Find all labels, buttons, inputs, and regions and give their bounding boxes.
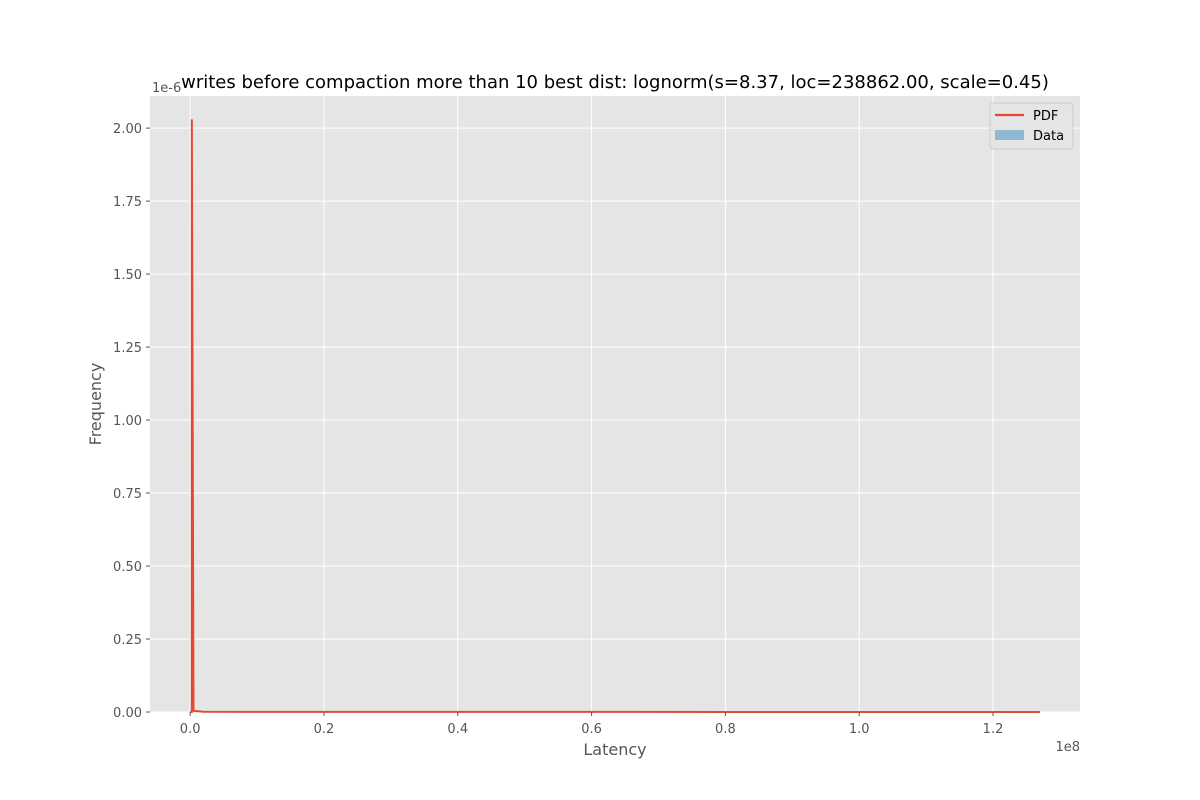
y-tick-label: 0.50 — [113, 560, 142, 575]
plot-area — [150, 96, 1080, 712]
x-offset-label: 1e8 — [1055, 740, 1080, 755]
ticks: 0.0 0.2 0.4 0.6 0.8 1.0 1.2 0.00 0.25 0.50 0.75 1.0… — [113, 122, 1003, 737]
data-layer — [190, 119, 1040, 713]
y-tick-label: 1.25 — [113, 341, 142, 356]
x-tick-label: 0.0 — [180, 722, 201, 737]
y-tick-label: 1.00 — [113, 414, 142, 429]
x-tick-label: 1.2 — [983, 722, 1004, 737]
y-tick-label: 2.00 — [113, 122, 142, 137]
x-axis-label: Latency — [583, 740, 646, 759]
legend: PDF Data — [989, 102, 1074, 150]
legend-data-label: Data — [1033, 129, 1064, 144]
y-axis-label: Frequency — [86, 363, 105, 446]
y-tick-label: 0.00 — [113, 706, 142, 721]
y-tick-label: 0.25 — [113, 633, 142, 648]
y-tick-label: 1.50 — [113, 268, 142, 283]
y-offset-label: 1e-6 — [152, 81, 181, 96]
y-tick-label: 0.75 — [113, 487, 142, 502]
chart-title: writes before compaction more than 10 be… — [181, 72, 1049, 93]
x-tick-label: 0.4 — [447, 722, 468, 737]
y-tick-label: 1.75 — [113, 195, 142, 210]
x-tick-label: 1.0 — [849, 722, 870, 737]
legend-pdf-label: PDF — [1033, 109, 1058, 124]
pdf-line — [190, 119, 1040, 713]
legend-data-swatch — [995, 130, 1024, 140]
x-tick-label: 0.8 — [715, 722, 736, 737]
x-tick-label: 0.6 — [581, 722, 602, 737]
x-tick-label: 0.2 — [314, 722, 335, 737]
